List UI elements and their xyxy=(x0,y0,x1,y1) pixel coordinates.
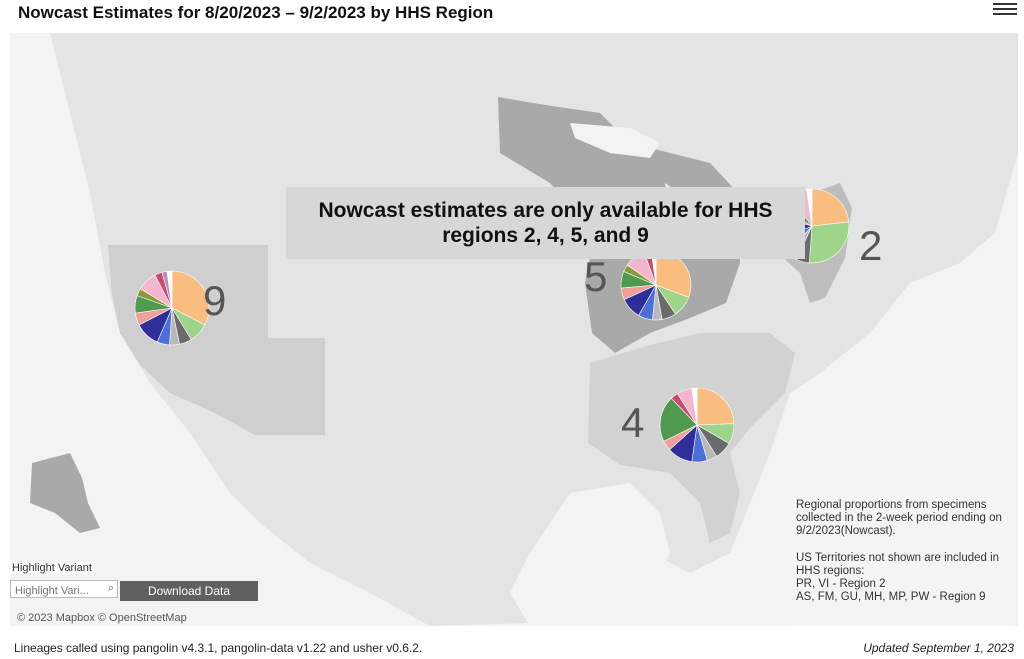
region-2-pie-slice[interactable] xyxy=(808,221,850,264)
region-4-pie-slice[interactable] xyxy=(691,387,698,426)
legend-note-line2: US Territories not shown are included in… xyxy=(796,552,1000,577)
search-icon[interactable]: ⌕ xyxy=(107,582,114,594)
alaska-shape xyxy=(30,453,100,533)
map-canvas[interactable]: Nowcast estimates are only available for… xyxy=(10,33,1018,626)
region-2-pie-slice[interactable] xyxy=(811,188,850,227)
region-4-pie-slice[interactable] xyxy=(696,387,735,426)
legend-note-line3: PR, VI - Region 2 xyxy=(796,578,886,590)
map-attribution[interactable]: © 2023 Mapbox © OpenStreetMap xyxy=(17,612,187,624)
footer-updated-date: Updated September 1, 2023 xyxy=(863,641,1014,655)
availability-banner: Nowcast estimates are only available for… xyxy=(286,187,805,259)
highlight-variant-input[interactable] xyxy=(11,583,107,599)
region-5-pie xyxy=(620,249,692,321)
gulf-water xyxy=(510,483,670,626)
footer-lineage-note: Lineages called using pangolin v4.3.1, p… xyxy=(14,641,423,655)
legend-note-line4: AS, FM, GU, MH, MP, PW - Region 9 xyxy=(796,591,986,603)
region-9-label: 9 xyxy=(203,277,227,324)
region-4-pie-slice[interactable] xyxy=(659,397,698,442)
highlight-variant-label: Highlight Variant xyxy=(10,562,94,574)
page-title: Nowcast Estimates for 8/20/2023 – 9/2/20… xyxy=(18,3,494,22)
north-america-land xyxy=(50,33,1018,626)
highlight-variant-field[interactable]: ⌕ xyxy=(10,580,118,599)
download-data-button[interactable]: Download Data xyxy=(120,581,258,601)
region-5-label: 5 xyxy=(584,253,608,300)
region-4-pie xyxy=(659,387,735,463)
region-9-pie-slice[interactable] xyxy=(171,270,210,326)
hamburger-menu-icon[interactable] xyxy=(993,0,1017,20)
region-4-label: 4 xyxy=(621,399,645,446)
region-9-pie xyxy=(134,270,210,346)
region-9-pie-slice[interactable] xyxy=(166,270,173,309)
legend-note: Regional proportions from specimens coll… xyxy=(786,490,1013,625)
legend-note-line1: Regional proportions from specimens coll… xyxy=(796,499,1002,537)
region-2-pie-slice[interactable] xyxy=(806,188,813,227)
map-geography xyxy=(30,33,1018,626)
region-2-label: 2 xyxy=(859,222,883,269)
